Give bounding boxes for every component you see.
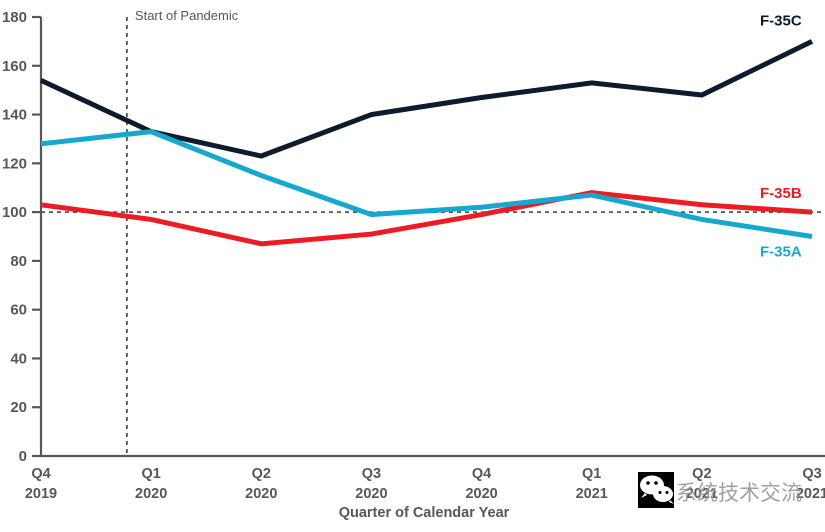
x-tick-label-group: Q2 2021 — [686, 466, 718, 502]
x-axis: Q4 2019 Q1 2020 Q2 2020 Q3 2020 Q4 2020 Q1 2021 Q2 20… — [25, 454, 825, 502]
x-tick-quarter: Q3 — [362, 466, 381, 482]
series-label-F-35C: F-35C — [760, 12, 802, 29]
watermark-label: 系统技术交流 — [676, 481, 802, 505]
x-tick-quarter: Q1 — [141, 466, 160, 482]
x-tick-label-group: Q1 2021 — [576, 466, 608, 502]
watermark: 系统技术交流 — [638, 472, 802, 508]
annotations-layer: Start of Pandemic — [41, 8, 825, 456]
start-of-pandemic-label: Start of Pandemic — [135, 8, 239, 23]
x-tick-year: 2019 — [25, 486, 57, 502]
x-tick-year: 2021 — [686, 486, 718, 502]
x-tick-year: 2020 — [465, 486, 497, 502]
x-tick-quarter: Q1 — [582, 466, 601, 482]
x-tick-quarter: Q2 — [692, 466, 711, 482]
x-tick-quarter: Q4 — [472, 466, 491, 482]
y-tick-label: 180 — [2, 9, 27, 26]
series-line-F-35A — [40, 129, 813, 239]
series-labels: F-35C F-35B F-35A — [760, 12, 802, 260]
x-tick-year: 2021 — [796, 486, 825, 502]
y-tick-label: 0 — [19, 448, 27, 465]
x-tick-label-group: Q3 2021 — [796, 466, 825, 502]
wechat-icon — [640, 475, 674, 504]
x-tick-label-group: Q4 2019 — [25, 466, 57, 502]
y-tick-label: 60 — [10, 302, 27, 319]
y-axis: 0 20 40 60 80 100 120 140 160 180 — [2, 9, 43, 465]
x-tick-label-group: Q4 2020 — [465, 466, 497, 502]
x-tick-year: 2020 — [135, 486, 167, 502]
x-tick-year: 2021 — [576, 486, 608, 502]
x-tick-year: 2020 — [355, 486, 387, 502]
y-tick-label: 140 — [2, 107, 27, 124]
x-tick-label-group: Q1 2020 — [135, 466, 167, 502]
x-tick-year: 2020 — [245, 486, 277, 502]
x-tick-quarter: Q3 — [802, 466, 821, 482]
series-line-F-35C — [39, 39, 814, 159]
y-tick-label: 80 — [10, 253, 27, 270]
x-axis-title: Quarter of Calendar Year — [339, 505, 510, 521]
series-layer — [39, 39, 814, 247]
series-label-F-35A: F-35A — [760, 244, 802, 261]
x-tick-quarter: Q4 — [31, 466, 50, 482]
y-tick-label: 160 — [2, 58, 27, 75]
y-tick-label: 100 — [2, 204, 27, 221]
x-tick-quarter: Q2 — [252, 466, 271, 482]
x-tick-label-group: Q3 2020 — [355, 466, 387, 502]
series-line-F-35B — [40, 190, 813, 247]
y-tick-label: 40 — [10, 350, 27, 367]
series-label-F-35B: F-35B — [760, 185, 802, 202]
y-tick-label: 120 — [2, 155, 27, 172]
x-tick-label-group: Q2 2020 — [245, 466, 277, 502]
y-tick-label: 20 — [10, 399, 27, 416]
